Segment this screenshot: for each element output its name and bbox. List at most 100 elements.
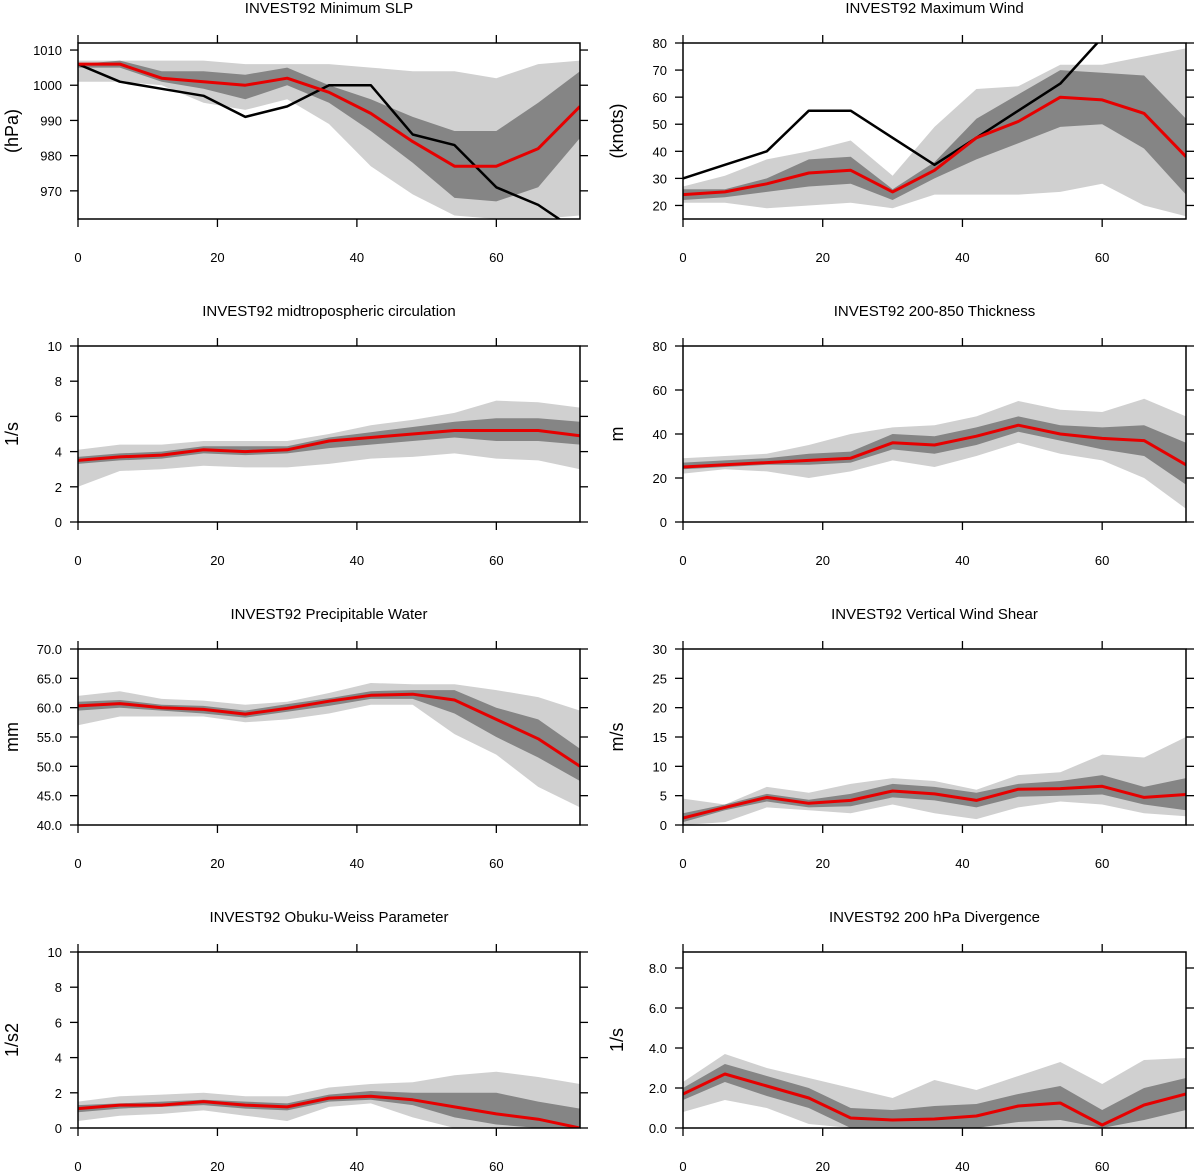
y-tick-label: 6 [55,1015,62,1030]
y-tick-label: 0 [660,818,667,833]
y-tick-label: 6 [55,409,62,424]
y-tick-label: 10 [48,339,62,354]
y-tick-label: 990 [40,113,62,128]
y-tick-label: 60.0 [37,701,62,716]
x-tick-label: 0 [74,250,81,265]
y-tick-label: 70 [653,63,667,78]
y-tick-label: 4 [55,1051,62,1066]
y-tick-label: 2 [55,480,62,495]
chart-panel-3: 0 20 40 60 0 2 4 6 8 10 INVEST92 midtropospheric c… [2,303,588,568]
y-tick-label: 50.0 [37,759,62,774]
x-tick-label: 0 [74,553,81,568]
y-axis-label: (knots) [607,103,627,158]
inner-range-band [683,775,1186,823]
y-tick-label: 20 [653,701,667,716]
y-axis-label: 1/s [2,422,22,446]
x-tick-label: 20 [815,856,829,871]
ensemble-mean-line [683,1072,1186,1127]
y-axis-label: (hPa) [2,109,22,153]
y-tick-label: 30 [653,642,667,657]
ensemble-mean-line [683,784,1186,820]
y-tick-label: 15 [653,730,667,745]
x-tick-label: 20 [210,553,224,568]
x-tick-label: 40 [350,250,364,265]
x-tick-label: 0 [679,856,686,871]
x-tick-label: 40 [350,553,364,568]
chart-title: INVEST92 Precipitable Water [230,606,427,623]
chart-title: INVEST92 Vertical Wind Shear [831,606,1038,623]
x-tick-label: 60 [1095,1159,1109,1172]
y-tick-label: 0 [55,1121,62,1136]
x-tick-label: 40 [350,1159,364,1172]
y-tick-label: 55.0 [37,730,62,745]
x-tick-label: 20 [815,553,829,568]
y-tick-label: 40.0 [37,818,62,833]
y-tick-label: 10 [653,759,667,774]
y-tick-label: 70.0 [37,642,62,657]
y-tick-label: 80 [653,36,667,51]
plot-area [683,1054,1186,1128]
y-tick-label: 1010 [33,43,62,58]
chart-title: INVEST92 midtropospheric circulation [202,303,455,320]
plot-area [78,60,580,219]
x-tick-label: 60 [489,856,503,871]
x-tick-label: 20 [210,250,224,265]
x-tick-label: 40 [955,553,969,568]
y-tick-label: 40 [653,427,667,442]
x-tick-label: 40 [955,1159,969,1172]
y-tick-label: 65.0 [37,671,62,686]
plot-area [78,683,580,808]
y-axis-label: mm [2,722,22,752]
y-tick-label: 10 [48,945,62,960]
y-tick-label: 30 [653,171,667,186]
plot-frame [77,345,581,523]
y-tick-label: 2.0 [649,1081,667,1096]
y-tick-label: 60 [653,90,667,105]
inner-range-band [683,1064,1186,1128]
chart-panel-5: 0 20 40 60 40.0 45.0 50.0 55.0 60.0 65.0 70.0 INVES… [2,606,588,871]
chart-title: INVEST92 200-850 Thickness [834,303,1036,320]
y-tick-label: 8 [55,374,62,389]
ensemble-mean-line [683,423,1186,469]
outer-range-band [78,683,580,808]
chart-panel-7: 0 20 40 60 0 2 4 6 8 10 INVEST92 Obuku-Weiss Param… [2,909,588,1172]
y-tick-label: 80 [653,339,667,354]
y-tick-label: 2 [55,1086,62,1101]
plot-frame [682,42,1187,220]
plot-area [683,398,1186,509]
ensemble-mean-line [78,62,580,168]
y-tick-label: 45.0 [37,789,62,804]
plot-area [683,43,1186,217]
y-tick-label: 40 [653,144,667,159]
x-tick-label: 20 [210,856,224,871]
observed-line [683,43,1099,180]
y-tick-label: 970 [40,184,62,199]
x-tick-label: 60 [489,1159,503,1172]
ensemble-mean-line [78,1094,580,1128]
y-tick-label: 25 [653,671,667,686]
chart-panel-6: 0 20 40 60 0 5 10 15 20 25 30 INVEST92 Vertical Win… [607,606,1194,871]
chart-panel-4: 0 20 40 60 0 20 40 60 80 INVEST92 200-850 Thickne… [607,303,1194,568]
x-tick-label: 40 [350,856,364,871]
ensemble-mean-line [78,692,580,768]
y-tick-label: 8 [55,980,62,995]
x-tick-label: 60 [1095,250,1109,265]
ensemble-mean-line [683,95,1186,197]
plot-area [78,1071,580,1128]
inner-range-band [683,70,1186,200]
y-tick-label: 0 [660,515,667,530]
chart-panel-8: 0 20 40 60 0.0 2.0 4.0 6.0 8.0 INVEST92 200 hPa D… [607,909,1194,1172]
x-tick-label: 60 [1095,856,1109,871]
y-tick-label: 60 [653,383,667,398]
x-tick-label: 20 [815,250,829,265]
x-tick-label: 20 [210,1159,224,1172]
chart-panel-1: 0 20 40 60 970 980 990 1000 1010 INVEST92 Minimum… [2,0,588,265]
chart-title: INVEST92 200 hPa Divergence [829,909,1040,926]
y-tick-label: 0.0 [649,1121,667,1136]
y-axis-label: 1/s [607,1028,627,1052]
x-tick-label: 20 [815,1159,829,1172]
y-tick-label: 4.0 [649,1041,667,1056]
y-tick-label: 1000 [33,78,62,93]
x-tick-label: 60 [489,250,503,265]
